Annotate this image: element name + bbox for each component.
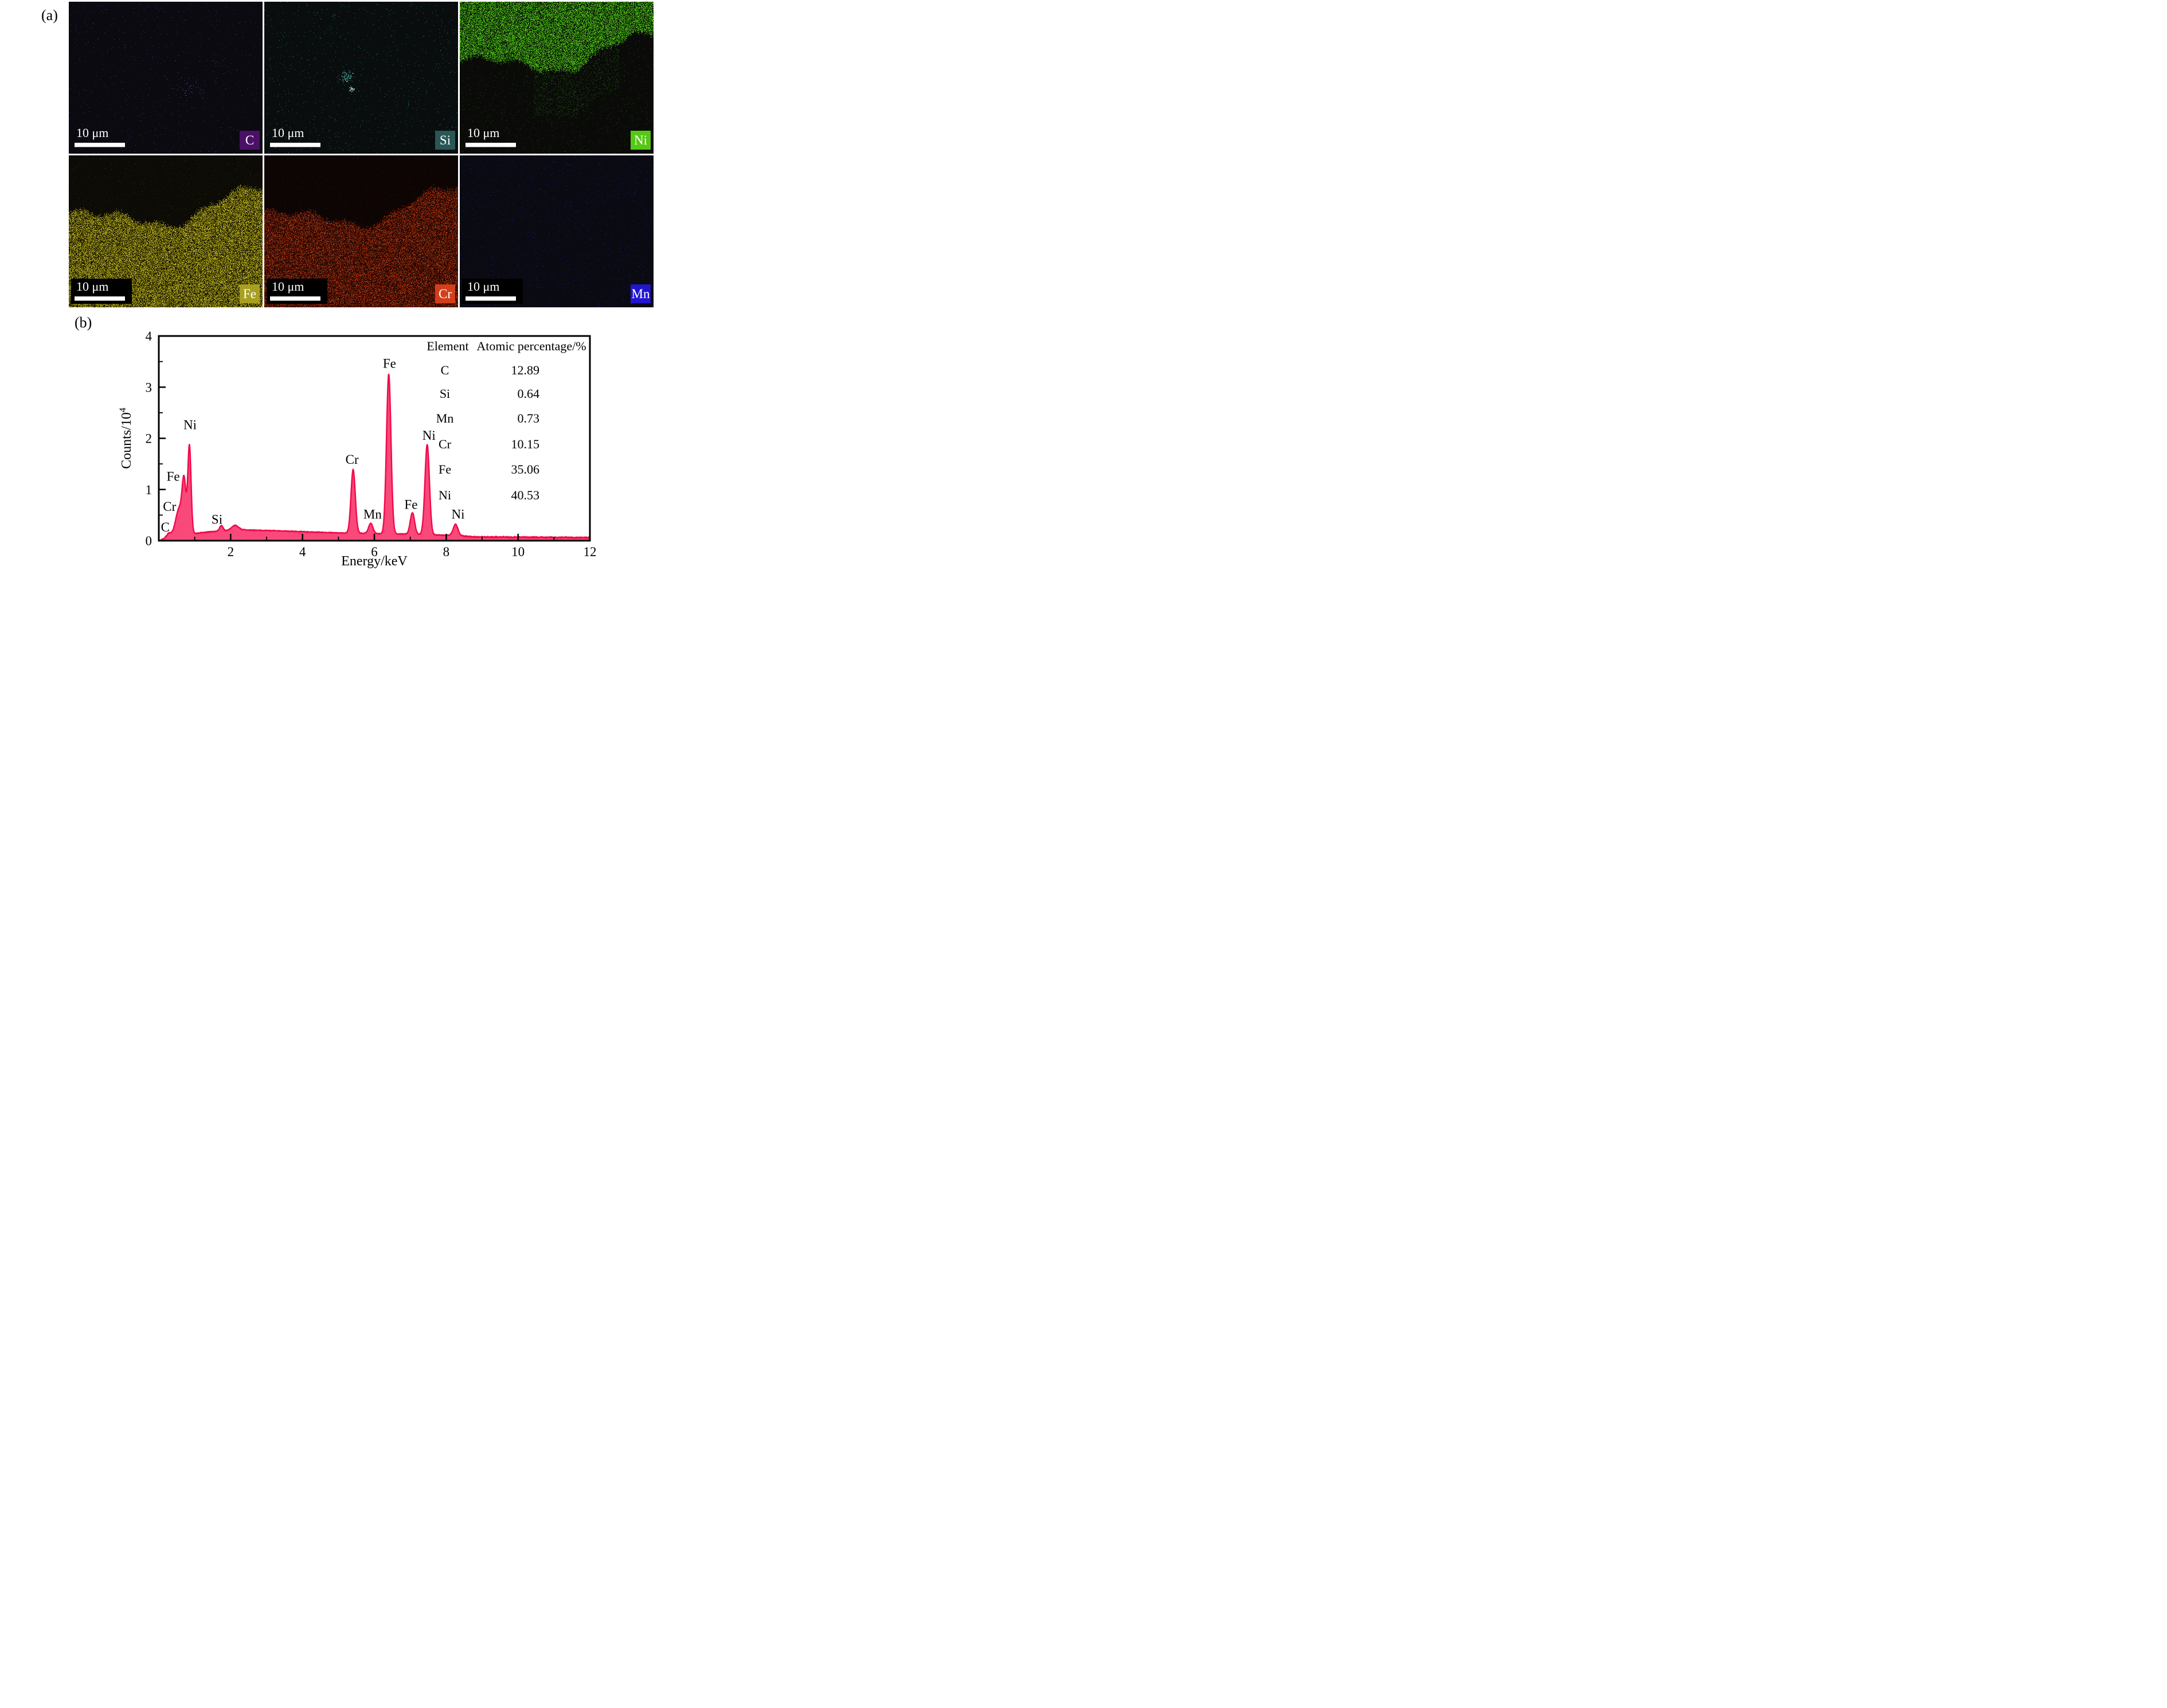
x-tick-label: 12 <box>584 545 597 559</box>
table-cell-element: Fe <box>439 462 451 476</box>
table-row: Fe 35.06 <box>421 461 589 478</box>
eds-map-canvas <box>69 2 263 154</box>
x-tick-label: 6 <box>371 545 378 559</box>
atomic-percentage-table: Element Atomic percentage/% C 12.89 Si 0… <box>421 337 589 509</box>
eds-map-panel-cr: 10 μm Cr <box>264 155 458 307</box>
table-cell-value: 10.15 <box>511 437 540 451</box>
peak-label-mn: Mn <box>363 507 382 522</box>
eds-map-panel-si: 10 μm Si <box>264 2 458 154</box>
panel-b-label: (b) <box>75 314 92 331</box>
scalebar-label: 10 μm <box>272 279 304 294</box>
eds-map-panel-fe: 10 μm Fe <box>69 155 263 307</box>
peak-label-ni: Ni <box>423 428 436 443</box>
table-cell-value: 40.53 <box>511 488 540 502</box>
scalebar <box>75 143 125 147</box>
eds-map-canvas <box>460 2 654 154</box>
table-cell-value: 0.64 <box>517 386 540 401</box>
eds-map-panel-c: 10 μm C <box>69 2 263 154</box>
table-cell-element: C <box>440 363 449 377</box>
scalebar-label: 10 μm <box>76 126 109 140</box>
table-cell-element: Cr <box>439 437 451 451</box>
scalebar-label: 10 μm <box>76 279 109 294</box>
table-cell-element: Ni <box>439 488 451 502</box>
table-row: Si 0.64 <box>421 385 589 402</box>
table-cell-value: 35.06 <box>511 462 540 476</box>
scalebar <box>466 143 516 147</box>
x-tick-label: 2 <box>228 545 234 559</box>
eds-map-canvas <box>264 2 458 154</box>
scalebar <box>270 296 320 300</box>
scalebar <box>75 296 125 300</box>
scalebar <box>466 296 516 300</box>
element-tag: Mn <box>631 284 651 303</box>
peak-label-cr: Cr <box>346 452 359 467</box>
y-axis-title: Counts/104 <box>118 408 134 469</box>
peak-label-fe: Fe <box>383 356 396 370</box>
table-row: Mn 0.73 <box>421 410 589 427</box>
table-row: Ni 40.53 <box>421 487 589 504</box>
table-cell-element: Mn <box>436 411 454 425</box>
spectrum-svg: 2 4 6 8 10 1201234Energy/keVCounts/104CCrFeNi… <box>118 329 597 569</box>
y-tick-label: 2 <box>146 432 152 446</box>
peak-label-si: Si <box>212 513 222 527</box>
table-cell-value: 12.89 <box>511 363 540 377</box>
element-tag: Ni <box>631 131 651 150</box>
scalebar-label: 10 μm <box>467 279 500 294</box>
x-tick-label: 10 <box>511 545 525 559</box>
scalebar-label: 10 μm <box>272 126 304 140</box>
table-cell-element: Si <box>439 386 451 401</box>
table-row: C 12.89 <box>421 362 589 379</box>
peak-label-ni: Ni <box>452 507 465 522</box>
peak-label-c: C <box>161 520 170 534</box>
scalebar <box>270 143 320 147</box>
y-tick-label: 3 <box>146 380 152 394</box>
x-tick-label: 4 <box>299 545 306 559</box>
x-axis-title: Energy/keV <box>341 554 408 569</box>
eds-spectrum-chart: 2 4 6 8 10 12 0 1 2 3 4 Energy/keV Counts/104 C Cr Fe Ni… <box>0 310 722 569</box>
table-row: Cr 10.15 <box>421 436 589 453</box>
table-header-percentage: Atomic percentage/% <box>476 339 586 353</box>
peak-label-cr: Cr <box>163 499 176 514</box>
table-cell-value: 0.73 <box>517 411 540 425</box>
table-header-element: Element <box>427 339 469 353</box>
x-tick-label: 8 <box>443 545 450 559</box>
element-tag: C <box>240 131 260 150</box>
element-tag: Cr <box>435 284 455 303</box>
y-tick-label: 0 <box>146 534 152 548</box>
peak-label-fe: Fe <box>167 470 180 484</box>
eds-map-panel-mn: 10 μm Mn <box>460 155 654 307</box>
element-tag: Fe <box>240 284 260 303</box>
eds-map-panel-ni: 10 μm Ni <box>460 2 654 154</box>
y-tick-label: 1 <box>146 483 152 497</box>
element-tag: Si <box>435 131 455 150</box>
panel-a-label: (a) <box>41 7 58 24</box>
peak-label-ni: Ni <box>183 417 197 432</box>
eds-figure: (a) 10 μm C 10 μm Si 10 μm Ni 10 μm Fe 1… <box>0 0 722 569</box>
scalebar-label: 10 μm <box>467 126 500 140</box>
peak-label-fe: Fe <box>404 498 417 512</box>
y-tick-label: 4 <box>146 329 152 343</box>
